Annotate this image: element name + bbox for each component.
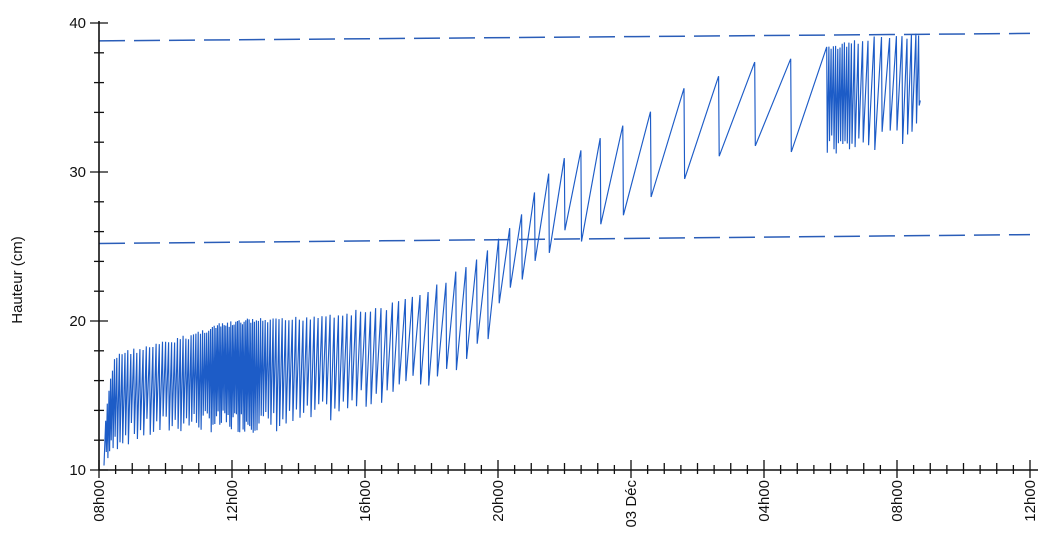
- y-tick-label: 30: [69, 164, 86, 181]
- x-tick-label: 12h00: [224, 480, 241, 522]
- reference-lines: [98, 32, 1031, 245]
- x-tick-label: 04h00: [756, 480, 773, 522]
- x-tick-label: 03 Déc: [623, 480, 640, 528]
- x-tick-label: 12h00: [1022, 480, 1039, 522]
- series-layer: [103, 33, 921, 466]
- y-tick-label: 40: [69, 15, 86, 32]
- series-line-0: [103, 33, 921, 466]
- x-tick-label: 20h00: [490, 480, 507, 522]
- y-tick-label: 10: [69, 462, 86, 479]
- axes: 10 20 30 40 08h00 12h00 16h00 20h00 03 Déc 04h00 0…: [9, 15, 1039, 528]
- x-tick-label: 08h00: [91, 480, 108, 522]
- reference-line-lower: [98, 233, 1031, 245]
- y-tick-label: 20: [69, 313, 86, 330]
- x-tick-label: 16h00: [357, 480, 374, 522]
- x-tick-label: 08h00: [889, 480, 906, 522]
- y-axis-title: Hauteur (cm): [9, 236, 26, 324]
- reference-line-upper: [98, 32, 1031, 42]
